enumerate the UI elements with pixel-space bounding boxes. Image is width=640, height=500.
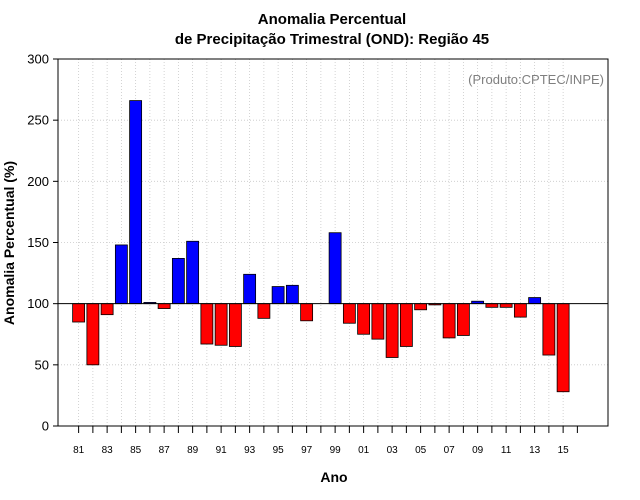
bar-84 bbox=[114, 244, 128, 305]
bar-91 bbox=[214, 303, 228, 346]
y-tick-label: 300 bbox=[27, 52, 49, 67]
x-tick-label-85: 85 bbox=[130, 445, 142, 456]
x-tick-label-81: 81 bbox=[73, 445, 85, 456]
x-tick-label-83: 83 bbox=[102, 445, 114, 456]
bar-99 bbox=[328, 232, 342, 305]
bar-97 bbox=[300, 303, 314, 322]
y-tick-label: 0 bbox=[42, 419, 49, 434]
x-tick-label-91: 91 bbox=[216, 445, 228, 456]
x-axis: 81 83 85 87 89 91 93 95 97 99 01 03 05 07 09 11 13 15 bbox=[73, 426, 578, 456]
bar-05 bbox=[414, 303, 428, 311]
x-tick-label-95: 95 bbox=[273, 445, 285, 456]
bar-85 bbox=[129, 100, 143, 305]
bar-04 bbox=[399, 303, 413, 347]
bar-82 bbox=[86, 303, 100, 366]
bar-93 bbox=[243, 273, 257, 305]
bar-14 bbox=[542, 303, 556, 356]
x-tick-label-01: 01 bbox=[358, 445, 370, 456]
bar-07 bbox=[442, 303, 456, 339]
y-axis-label: Anomalia Percentual (%) bbox=[1, 161, 17, 325]
x-tick-label-07: 07 bbox=[444, 445, 456, 456]
bar-83 bbox=[100, 303, 114, 316]
y-tick-label: 150 bbox=[27, 235, 49, 250]
bar-87 bbox=[157, 303, 171, 309]
bar-90 bbox=[200, 303, 214, 345]
x-tick-label-93: 93 bbox=[244, 445, 256, 456]
bar-12 bbox=[513, 303, 527, 318]
y-axis: 0 50 100 150 200 250 300 bbox=[27, 52, 58, 434]
bar-92 bbox=[228, 303, 242, 347]
bars bbox=[72, 100, 570, 393]
source-annotation: (Produto:CPTEC/INPE) bbox=[468, 72, 604, 87]
x-tick-label-89: 89 bbox=[187, 445, 199, 456]
x-tick-label-13: 13 bbox=[529, 445, 541, 456]
bar-13 bbox=[528, 297, 542, 305]
bar-02 bbox=[371, 303, 385, 340]
bar-00 bbox=[342, 303, 356, 324]
bar-11 bbox=[499, 303, 513, 308]
bar-89 bbox=[186, 240, 200, 305]
chart-title-line1: Anomalia Percentual bbox=[258, 11, 406, 28]
bar-03 bbox=[385, 303, 399, 358]
x-tick-label-09: 09 bbox=[472, 445, 484, 456]
x-tick-label-99: 99 bbox=[330, 445, 342, 456]
bar-96 bbox=[285, 284, 299, 305]
x-tick-label-03: 03 bbox=[387, 445, 399, 456]
bar-81 bbox=[72, 303, 86, 323]
bar-88 bbox=[171, 258, 185, 305]
x-tick-label-15: 15 bbox=[558, 445, 570, 456]
bar-08 bbox=[456, 303, 470, 336]
y-tick-label: 100 bbox=[27, 296, 49, 311]
y-tick-label: 200 bbox=[27, 174, 49, 189]
x-tick-label-05: 05 bbox=[415, 445, 427, 456]
x-tick-label-11: 11 bbox=[501, 445, 512, 456]
gridlines bbox=[58, 59, 608, 426]
bar-94 bbox=[257, 303, 271, 319]
bar-10 bbox=[485, 303, 499, 308]
chart-title-line2: de Precipitação Trimestral (OND): Região… bbox=[175, 31, 489, 48]
y-tick-label: 50 bbox=[35, 357, 49, 372]
x-tick-label-97: 97 bbox=[301, 445, 313, 456]
bar-15 bbox=[556, 303, 570, 393]
y-tick-label: 250 bbox=[27, 113, 49, 128]
bar-95 bbox=[271, 286, 285, 305]
x-tick-label-87: 87 bbox=[159, 445, 171, 456]
x-axis-label: Ano bbox=[320, 469, 347, 485]
bar-01 bbox=[357, 303, 371, 335]
